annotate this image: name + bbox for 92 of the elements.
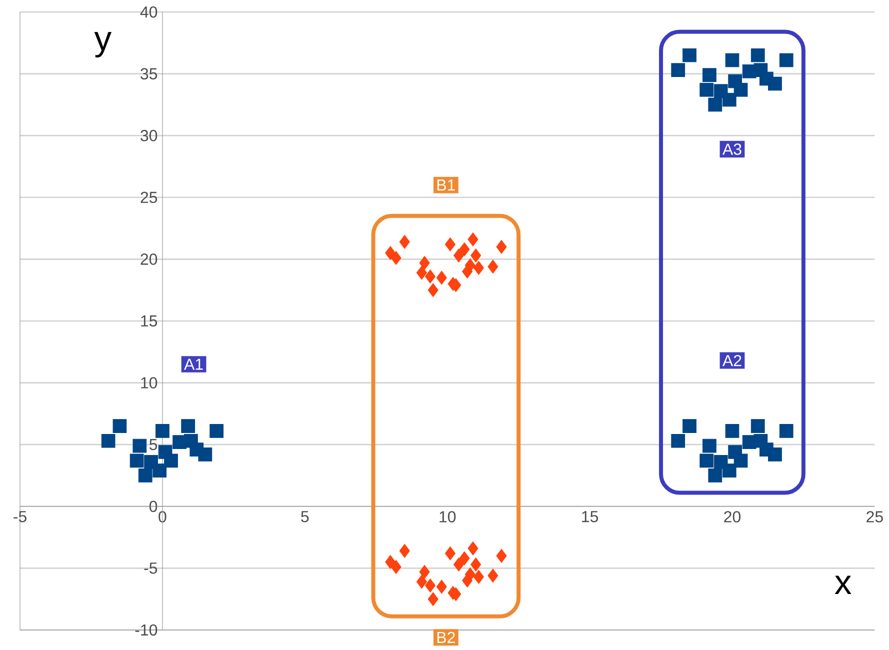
point xyxy=(428,592,438,606)
point xyxy=(419,256,430,270)
point xyxy=(428,283,438,298)
point xyxy=(424,270,436,284)
point xyxy=(682,48,696,62)
point xyxy=(181,419,196,433)
point xyxy=(734,454,748,468)
x-tick-label: 25 xyxy=(866,511,883,522)
point xyxy=(462,264,473,278)
y-tick-label: -10 xyxy=(135,624,158,636)
y-tick-label: 30 xyxy=(140,130,158,142)
point xyxy=(750,48,765,62)
point xyxy=(444,546,456,560)
point xyxy=(488,260,498,274)
point xyxy=(385,555,396,569)
annotation: A2 xyxy=(722,354,742,366)
point xyxy=(416,266,427,280)
point xyxy=(112,419,127,433)
point xyxy=(473,260,484,275)
y-tick-label: 10 xyxy=(141,377,158,388)
point xyxy=(768,448,782,462)
point xyxy=(779,424,794,438)
y-tick-label: 25 xyxy=(140,192,158,204)
point xyxy=(702,438,716,453)
point xyxy=(768,76,782,91)
point xyxy=(722,92,736,107)
point xyxy=(459,551,470,566)
y-tick-label: 40 xyxy=(140,6,158,18)
y-tick-label: 35 xyxy=(140,68,158,80)
y-tick-label: -5 xyxy=(144,562,158,574)
point xyxy=(700,82,714,97)
point xyxy=(390,560,402,574)
x-tick-label: 0 xyxy=(158,511,166,522)
annotation: A1 xyxy=(184,358,203,370)
point xyxy=(488,568,498,583)
point xyxy=(702,68,716,82)
point xyxy=(722,464,736,478)
point xyxy=(436,270,447,285)
y-tick-label: 15 xyxy=(141,315,158,327)
point xyxy=(416,574,427,589)
point xyxy=(779,53,794,68)
point xyxy=(468,232,478,246)
point xyxy=(468,541,478,556)
point xyxy=(210,424,224,438)
point xyxy=(444,237,456,252)
point xyxy=(399,234,410,249)
point xyxy=(473,570,484,584)
point xyxy=(132,438,147,453)
point xyxy=(700,454,714,468)
text: B2 xyxy=(437,632,455,643)
y-tick-label: 20 xyxy=(140,254,158,265)
x-tick-label: 5 xyxy=(301,511,309,522)
annotation: A3 xyxy=(722,144,742,155)
point xyxy=(708,468,722,482)
y-tick-label: 0 xyxy=(149,500,158,512)
point xyxy=(152,464,167,478)
x-tick-label: 15 xyxy=(582,511,598,522)
point xyxy=(453,558,464,572)
x-tick-label: 20 xyxy=(724,511,741,522)
x-tick-label: -5 xyxy=(14,511,26,522)
point xyxy=(750,419,765,433)
point xyxy=(470,248,482,262)
point xyxy=(424,578,436,592)
x-axis-title: x xyxy=(834,576,852,594)
point xyxy=(198,448,212,462)
point xyxy=(470,558,482,572)
point xyxy=(164,454,178,468)
point xyxy=(138,468,152,482)
point xyxy=(671,434,686,448)
point xyxy=(385,246,396,260)
point xyxy=(436,580,447,594)
point xyxy=(682,419,696,433)
point xyxy=(390,251,402,265)
point xyxy=(734,82,748,97)
annotation: B1 xyxy=(437,180,455,191)
point xyxy=(462,574,473,588)
point xyxy=(399,544,410,558)
y-axis-title: y xyxy=(94,32,112,58)
y-tick-label: 5 xyxy=(149,439,158,450)
point xyxy=(459,242,470,256)
point xyxy=(101,434,116,448)
point xyxy=(419,564,430,579)
x-tick-label: 10 xyxy=(440,511,456,522)
point xyxy=(708,98,722,112)
point xyxy=(453,248,464,262)
point xyxy=(130,454,144,468)
point xyxy=(725,53,740,68)
point xyxy=(156,424,170,438)
point xyxy=(496,548,507,563)
point xyxy=(671,63,686,78)
point xyxy=(725,424,740,438)
point xyxy=(496,240,507,254)
